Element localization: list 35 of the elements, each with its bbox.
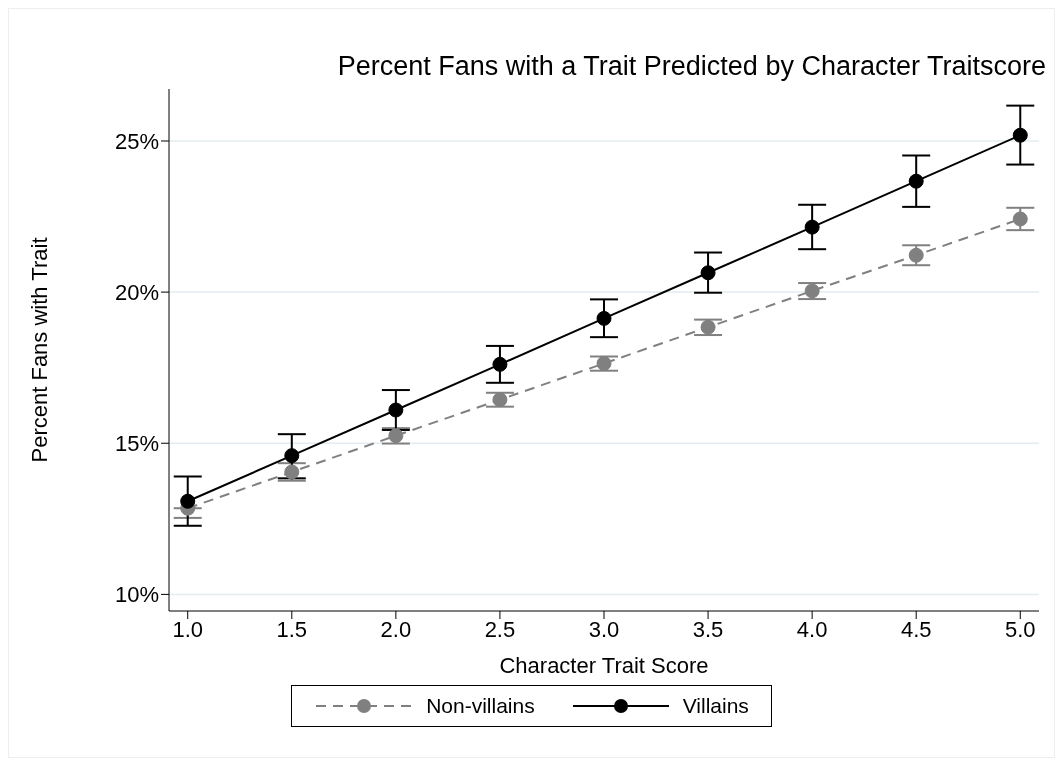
y-tick-label: 10%: [114, 582, 159, 608]
x-axis-title: Character Trait Score: [499, 653, 709, 678]
point: [1012, 211, 1028, 227]
point: [492, 356, 508, 372]
y-tick-label: 20%: [114, 279, 159, 305]
point: [284, 448, 300, 464]
x-tick-label: 4.0: [796, 616, 828, 642]
point: [596, 310, 612, 326]
chart-title: Percent Fans with a Trait Predicted by Character Traitscore: [336, 51, 1047, 81]
point: [284, 464, 300, 480]
y-tick-label: 15%: [114, 431, 159, 457]
x-tick-label: 3.5: [692, 616, 724, 642]
point: [1012, 127, 1028, 143]
y-tick-label: 25%: [114, 128, 159, 154]
x-tick-label: 4.5: [900, 616, 932, 642]
point: [908, 173, 924, 189]
x-tick-label: 1.5: [276, 616, 308, 642]
point: [388, 428, 404, 444]
x-tick-label: 2.0: [380, 616, 412, 642]
point: [804, 283, 820, 299]
point: [492, 392, 508, 408]
legend-label: Villains: [682, 694, 749, 718]
point: [596, 355, 612, 371]
point: [700, 319, 716, 335]
point: [180, 493, 196, 509]
x-tick-label: 5.0: [1004, 616, 1036, 642]
point: [388, 402, 404, 418]
point: [804, 219, 820, 235]
x-tick-label: 1.0: [172, 616, 204, 642]
point: [700, 265, 716, 281]
point: [908, 247, 924, 263]
x-tick-label: 3.0: [588, 616, 620, 642]
x-tick-label: 2.5: [484, 616, 516, 642]
legend-label: Non-villains: [426, 694, 535, 718]
y-axis-title: Percent Fans with Trait: [26, 237, 52, 463]
